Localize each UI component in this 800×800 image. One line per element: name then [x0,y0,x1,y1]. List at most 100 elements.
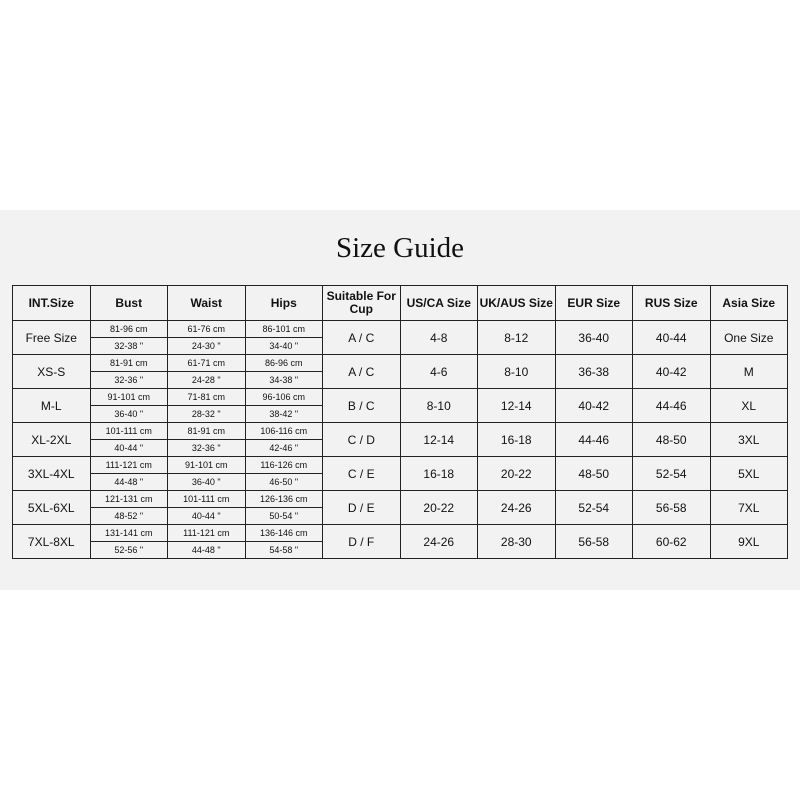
int-size-cell: XS-S [12,354,91,389]
bust-in-cell: 40-44 " [89,439,168,457]
table-row: M-L 91-101 cm 71-81 cm 96-106 cm B / C 8-10 12… [12,388,788,423]
bust-cm-cell: 101-111 cm [89,422,168,440]
waist-cm-cell: 61-71 cm [167,354,246,372]
hips-in-cell: 50-54 " [244,507,323,525]
table-row: 3XL-4XL 111-121 cm 91-101 cm 116-126 cm C / … [12,456,788,491]
asia-cell: 5XL [709,456,788,491]
cup-cell: C / E [322,456,401,491]
hips-cm-cell: 116-126 cm [244,456,323,474]
waist-in-cell: 24-30 " [167,337,246,355]
waist-in-cell: 44-48 " [167,541,246,559]
waist-cm-cell: 71-81 cm [167,388,246,406]
hips-in-cell: 34-40 " [244,337,323,355]
eur-cell: 36-40 [554,320,633,355]
rus-cell: 60-62 [632,524,711,559]
hips-cm-cell: 126-136 cm [244,490,323,508]
uk-cell: 20-22 [477,456,556,491]
waist-cm-cell: 111-121 cm [167,524,246,542]
hips-cm-cell: 96-106 cm [244,388,323,406]
us-cell: 16-18 [399,456,478,491]
eur-cell: 44-46 [554,422,633,457]
column-header: Suitable For Cup [322,285,401,321]
bust-cm-cell: 81-96 cm [89,320,168,338]
column-header: RUS Size [632,285,711,321]
eur-cell: 52-54 [554,490,633,525]
eur-cell: 56-58 [554,524,633,559]
waist-cm-cell: 81-91 cm [167,422,246,440]
column-header: Waist [167,285,246,321]
rus-cell: 40-44 [632,320,711,355]
hips-in-cell: 54-58 " [244,541,323,559]
cup-cell: A / C [322,320,401,355]
us-cell: 12-14 [399,422,478,457]
hips-cm-cell: 136-146 cm [244,524,323,542]
uk-cell: 28-30 [477,524,556,559]
rus-cell: 56-58 [632,490,711,525]
bust-in-cell: 48-52 " [89,507,168,525]
asia-cell: M [709,354,788,389]
bust-in-cell: 32-38 " [89,337,168,355]
size-table: INT.Size Bust Waist Hips Suitable For Cup US/… [12,285,788,559]
column-header: UK/AUS Size [477,285,556,321]
rus-cell: 48-50 [632,422,711,457]
waist-in-cell: 40-44 " [167,507,246,525]
us-cell: 24-26 [399,524,478,559]
page-title: Size Guide [335,232,465,264]
bust-cm-cell: 131-141 cm [89,524,168,542]
asia-cell: 7XL [709,490,788,525]
table-row: XS-S 81-91 cm 61-71 cm 86-96 cm A / C 4-6 8-10… [12,354,788,389]
column-header: Hips [244,285,323,321]
bust-in-cell: 44-48 " [89,473,168,491]
asia-cell: 3XL [709,422,788,457]
eur-cell: 48-50 [554,456,633,491]
column-header: INT.Size [12,285,91,321]
column-header: Asia Size [709,285,788,321]
uk-cell: 8-10 [477,354,556,389]
bust-in-cell: 32-36 " [89,371,168,389]
uk-cell: 12-14 [477,388,556,423]
bust-in-cell: 52-56 " [89,541,168,559]
int-size-cell: Free Size [12,320,91,355]
rus-cell: 52-54 [632,456,711,491]
eur-cell: 40-42 [554,388,633,423]
us-cell: 20-22 [399,490,478,525]
hips-in-cell: 38-42 " [244,405,323,423]
int-size-cell: 7XL-8XL [12,524,91,559]
rus-cell: 44-46 [632,388,711,423]
us-cell: 4-6 [399,354,478,389]
column-header: EUR Size [554,285,633,321]
table-row-inches: 52-56 " 44-48 " 54-58 " [13,541,788,559]
cup-cell: D / E [322,490,401,525]
table-row: 5XL-6XL 121-131 cm 101-111 cm 126-136 cm D /… [12,490,788,525]
table-row-inches: 40-44 " 32-36 " 42-46 " [13,439,788,457]
column-header: US/CA Size [399,285,478,321]
asia-cell: One Size [709,320,788,355]
table-row-inches: 48-52 " 40-44 " 50-54 " [13,507,788,525]
us-cell: 8-10 [399,388,478,423]
asia-cell: XL [709,388,788,423]
hips-in-cell: 34-38 " [244,371,323,389]
uk-cell: 24-26 [477,490,556,525]
int-size-cell: 3XL-4XL [12,456,91,491]
cup-cell: D / F [322,524,401,559]
cup-cell: A / C [322,354,401,389]
waist-in-cell: 28-32 " [167,405,246,423]
int-size-cell: XL-2XL [12,422,91,457]
bust-cm-cell: 81-91 cm [89,354,168,372]
uk-cell: 16-18 [477,422,556,457]
table-row: 7XL-8XL 131-141 cm 111-121 cm 136-146 cm D /… [12,524,788,559]
header-row: INT.Size Bust Waist Hips Suitable For Cup US/… [12,285,788,321]
waist-in-cell: 36-40 " [167,473,246,491]
bust-in-cell: 36-40 " [89,405,168,423]
asia-cell: 9XL [709,524,788,559]
bust-cm-cell: 91-101 cm [89,388,168,406]
column-header: Bust [89,285,168,321]
cup-cell: C / D [322,422,401,457]
table-row-inches: 32-38 " 24-30 " 34-40 " [13,337,788,355]
hips-in-cell: 46-50 " [244,473,323,491]
rus-cell: 40-42 [632,354,711,389]
waist-in-cell: 32-36 " [167,439,246,457]
eur-cell: 36-38 [554,354,633,389]
waist-cm-cell: 91-101 cm [167,456,246,474]
